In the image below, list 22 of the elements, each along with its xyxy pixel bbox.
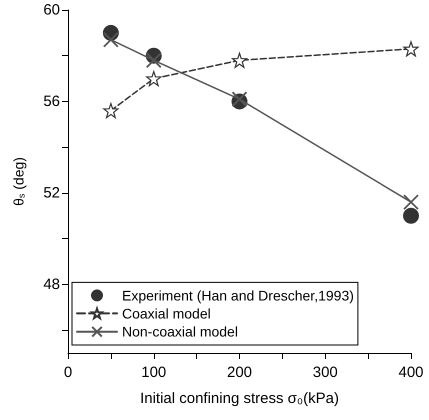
point: [103, 103, 118, 118]
y-axis-title: θs (deg): [10, 157, 26, 206]
point: [232, 52, 248, 68]
y-tick-label: 60: [43, 2, 60, 18]
y-tick-label: 52: [43, 184, 60, 202]
x-axis-title: Initial confining stress σ₀(kPa): [140, 390, 339, 407]
x-tick-label: 400: [398, 364, 424, 381]
x-tick-label: 200: [226, 364, 252, 381]
point: [146, 52, 162, 68]
legend-label: Experiment (Han and Drescher,1993): [122, 287, 354, 304]
x-tick-label: 100: [141, 364, 166, 381]
x-tick-label: 0: [64, 364, 72, 381]
point: [403, 41, 419, 56]
point: [102, 32, 119, 48]
y-tick-label: 56: [43, 92, 60, 110]
y-tick-label: 48: [43, 276, 60, 293]
x-tick-label: 300: [312, 364, 338, 381]
point: [146, 71, 162, 86]
point: [403, 194, 419, 210]
point: [403, 208, 419, 224]
legend-label: Non-coaxial model: [122, 324, 238, 340]
legend-label: Coaxial model: [122, 305, 211, 322]
